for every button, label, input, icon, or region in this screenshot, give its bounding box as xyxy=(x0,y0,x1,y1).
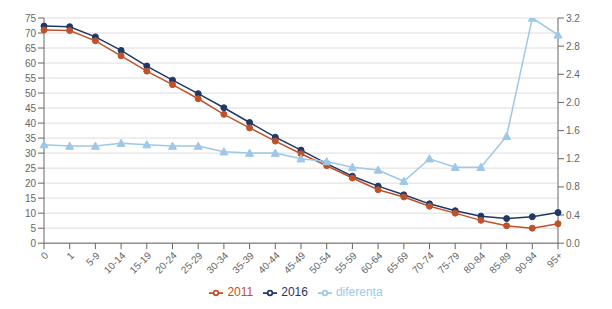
svg-text:15: 15 xyxy=(25,193,37,204)
svg-text:45: 45 xyxy=(25,103,37,114)
svg-text:75-79: 75-79 xyxy=(436,250,462,276)
html-text:2016: 2016 xyxy=(281,285,308,300)
svg-text:65: 65 xyxy=(25,43,37,54)
svg-text:0: 0 xyxy=(39,250,51,262)
svg-text:0.4: 0.4 xyxy=(566,210,580,221)
svg-text:10-14: 10-14 xyxy=(102,250,128,276)
svg-text:15-19: 15-19 xyxy=(127,250,153,276)
svg-text:20-24: 20-24 xyxy=(153,250,179,276)
svg-text:3.2: 3.2 xyxy=(566,13,580,24)
svg-text:80-84: 80-84 xyxy=(461,250,487,276)
svg-text:25-29: 25-29 xyxy=(179,250,205,276)
svg-text:55: 55 xyxy=(25,73,37,84)
svg-text:30-34: 30-34 xyxy=(204,250,230,276)
svg-text:0: 0 xyxy=(30,238,36,249)
svg-text:20: 20 xyxy=(25,178,37,189)
svg-text:70: 70 xyxy=(25,28,37,39)
svg-text:30: 30 xyxy=(25,148,37,159)
svg-text:40-44: 40-44 xyxy=(256,250,282,276)
svg-text:25: 25 xyxy=(25,163,37,174)
svg-text:75: 75 xyxy=(25,13,37,24)
svg-text:70-74: 70-74 xyxy=(410,250,436,276)
svg-text:10: 10 xyxy=(25,208,37,219)
svg-text:45-49: 45-49 xyxy=(282,250,308,276)
svg-text:2.0: 2.0 xyxy=(566,97,580,108)
svg-text:60-64: 60-64 xyxy=(359,250,385,276)
svg-text:90-94: 90-94 xyxy=(513,250,539,276)
svg-text:35: 35 xyxy=(25,133,37,144)
svg-text:50: 50 xyxy=(25,88,37,99)
svg-text:40: 40 xyxy=(25,118,37,129)
svg-text:1.2: 1.2 xyxy=(566,153,580,164)
svg-text:65-69: 65-69 xyxy=(384,250,410,276)
svg-text:55-59: 55-59 xyxy=(333,250,359,276)
svg-text:50-54: 50-54 xyxy=(307,250,333,276)
svg-text:1.6: 1.6 xyxy=(566,125,580,136)
svg-text:5: 5 xyxy=(30,223,36,234)
svg-text:35-39: 35-39 xyxy=(230,250,256,276)
svg-text:95+: 95+ xyxy=(545,250,565,270)
svg-text:2.4: 2.4 xyxy=(566,69,580,80)
html-text:2011: 2011 xyxy=(227,285,254,300)
svg-text:0.8: 0.8 xyxy=(566,181,580,192)
svg-text:5-9: 5-9 xyxy=(84,250,102,268)
svg-text:1: 1 xyxy=(64,250,76,262)
svg-text:2.8: 2.8 xyxy=(566,41,580,52)
svg-text:85-89: 85-89 xyxy=(487,250,513,276)
html-text:diferența: diferența xyxy=(335,285,383,300)
svg-text:60: 60 xyxy=(25,58,37,69)
svg-text:0.0: 0.0 xyxy=(566,238,580,249)
